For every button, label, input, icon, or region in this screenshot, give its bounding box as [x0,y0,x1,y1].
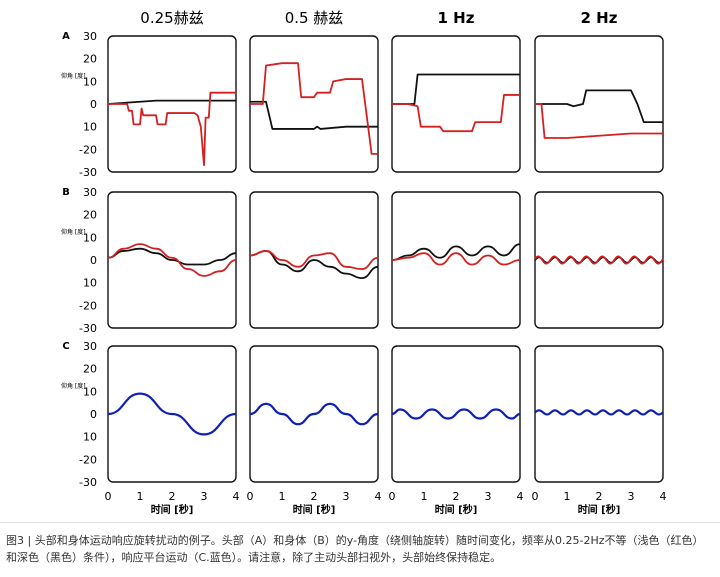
x-tick-label: 1 [137,490,144,503]
y-tick-label: 10 [83,75,97,88]
series-line-black [107,247,237,266]
y-tick-label: -30 [79,166,97,179]
column-title: 0.5 赫兹 [285,9,344,27]
y-axis-label: 仰角 [度] [61,72,86,80]
x-tick-label: 0 [105,490,112,503]
y-tick-label: 0 [90,254,97,267]
series-line-black [107,99,236,105]
panel-frame [391,191,521,329]
caption-divider [0,522,720,523]
y-tick-label: -30 [79,476,97,489]
y-axis-label: 仰角 [度] [61,382,86,390]
x-tick-label: 3 [628,490,635,503]
x-axis-label: 时间 [秒] [578,503,621,516]
series-line-red [108,91,236,167]
panel-frame [249,35,379,173]
x-tick-label: 3 [343,490,350,503]
y-tick-label: 0 [90,98,97,111]
series-line-black [535,89,663,124]
y-tick-label: -30 [79,322,97,335]
series-line-red [249,250,379,270]
series-line-black [250,100,378,130]
x-axis-label: 时间 [秒] [435,503,478,516]
x-tick-label: 1 [421,490,428,503]
x-tick-label: 1 [564,490,571,503]
y-tick-label: 20 [83,209,97,222]
y-tick-label: -20 [79,143,97,156]
y-tick-label: 0 [90,408,97,421]
x-axis-label: 时间 [秒] [293,503,336,516]
x-tick-label: 4 [660,490,667,503]
series-line-blue [534,409,664,416]
y-tick-label: 20 [83,363,97,376]
x-tick-label: 1 [279,490,286,503]
panel-frame [249,191,379,329]
y-axis-label: 仰角 [度] [61,228,86,236]
column-title: 1 Hz [438,9,475,27]
series-line-red [107,243,237,277]
x-tick-label: 0 [247,490,254,503]
panel-frame [534,345,664,483]
figure-caption: 图3 | 头部和身体运动响应旋转扰动的例子。头部（A）和身体（B）的y-角度（绕… [6,534,704,564]
x-tick-label: 3 [485,490,492,503]
x-tick-label: 2 [311,490,318,503]
series-line-blue [249,402,379,426]
row-label: B [62,187,70,198]
x-tick-label: 0 [389,490,396,503]
series-line-blue [107,392,237,436]
row-label: A [62,31,70,42]
y-tick-label: 10 [83,231,97,244]
series-line-blue [391,408,521,420]
x-tick-label: 0 [532,490,539,503]
row-label: C [62,341,69,352]
y-tick-label: 20 [83,53,97,66]
y-tick-label: -20 [79,453,97,466]
x-axis-label: 时间 [秒] [151,503,194,516]
y-tick-label: 10 [83,385,97,398]
y-tick-label: 10 [83,431,97,444]
series-line-red [535,103,663,139]
series-line-black [391,243,521,261]
y-tick-label: -20 [79,299,97,312]
x-tick-label: 4 [517,490,524,503]
column-title: 0.25赫兹 [140,9,203,27]
x-tick-label: 2 [596,490,603,503]
x-tick-label: 3 [201,490,208,503]
x-tick-label: 2 [169,490,176,503]
x-tick-label: 4 [233,490,240,503]
series-line-red [250,62,378,155]
y-tick-label: 30 [83,340,97,353]
x-tick-label: 4 [375,490,382,503]
series-line-red [534,255,664,265]
series-line-red [392,94,520,133]
series-line-red [391,252,521,266]
y-tick-label: 10 [83,277,97,290]
y-tick-label: 30 [83,30,97,43]
y-tick-label: 10 [83,121,97,134]
series-line-black [392,73,520,105]
y-tick-label: 30 [83,186,97,199]
column-title: 2 Hz [581,9,618,27]
x-tick-label: 2 [453,490,460,503]
